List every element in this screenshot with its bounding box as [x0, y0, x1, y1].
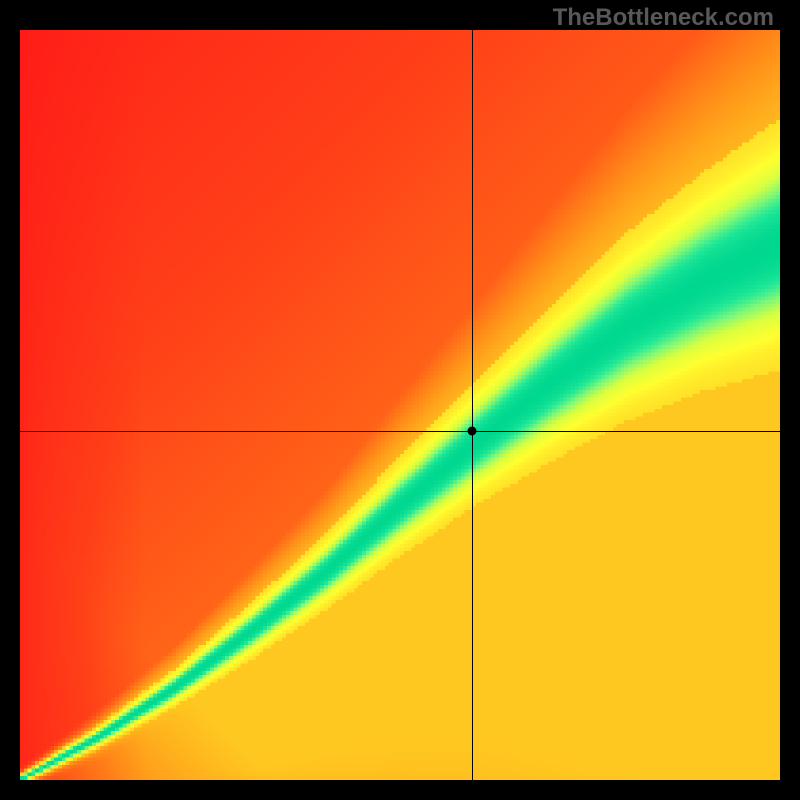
heatmap-canvas [20, 30, 780, 780]
plot-area [20, 30, 780, 780]
chart-frame: TheBottleneck.com [0, 0, 800, 800]
watermark-text: TheBottleneck.com [553, 4, 774, 32]
